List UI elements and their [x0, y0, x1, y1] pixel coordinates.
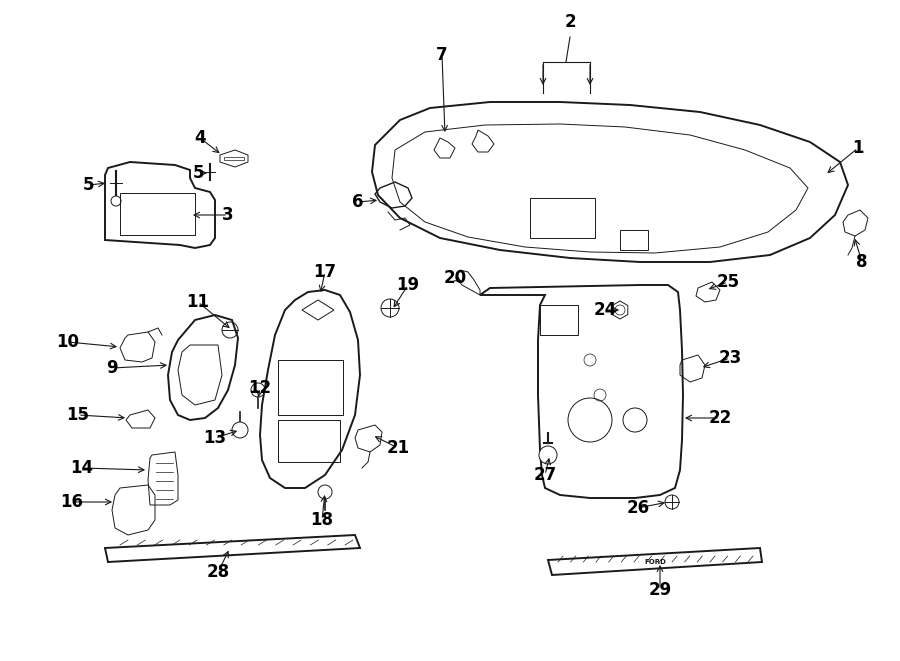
Bar	[278, 360, 343, 415]
Text: 5: 5	[193, 164, 203, 182]
Text: 15: 15	[67, 406, 89, 424]
Bar	[530, 198, 595, 238]
Text: 4: 4	[194, 129, 206, 147]
Text: 24: 24	[593, 301, 616, 319]
Text: 20: 20	[444, 269, 466, 287]
Bar	[278, 420, 340, 462]
Text: 25: 25	[716, 273, 740, 291]
Text: 10: 10	[57, 333, 79, 351]
Circle shape	[232, 422, 248, 438]
Text: 21: 21	[386, 439, 410, 457]
Text: 29: 29	[648, 581, 671, 599]
Bar	[120, 193, 195, 235]
Text: 18: 18	[310, 511, 334, 529]
Text: 22: 22	[708, 409, 732, 427]
Text: 2: 2	[564, 13, 576, 31]
Text: 3: 3	[222, 206, 234, 224]
Text: 5: 5	[82, 176, 94, 194]
Text: 8: 8	[856, 253, 868, 271]
Circle shape	[539, 446, 557, 464]
Text: FORD: FORD	[644, 559, 666, 565]
Bar	[620, 230, 648, 250]
Text: 19: 19	[396, 276, 419, 294]
Text: 26: 26	[626, 499, 650, 517]
Text: 14: 14	[70, 459, 94, 477]
Text: 23: 23	[718, 349, 742, 367]
Text: 27: 27	[534, 466, 556, 484]
Text: 16: 16	[60, 493, 84, 511]
Text: 7: 7	[436, 46, 448, 64]
Text: 17: 17	[313, 263, 337, 281]
Text: 28: 28	[206, 563, 230, 581]
Text: 6: 6	[352, 193, 364, 211]
Text: 9: 9	[106, 359, 118, 377]
Text: 13: 13	[203, 429, 227, 447]
Text: 11: 11	[186, 293, 210, 311]
Text: 1: 1	[852, 139, 864, 157]
Bar	[540, 305, 578, 335]
Text: 12: 12	[248, 379, 272, 397]
